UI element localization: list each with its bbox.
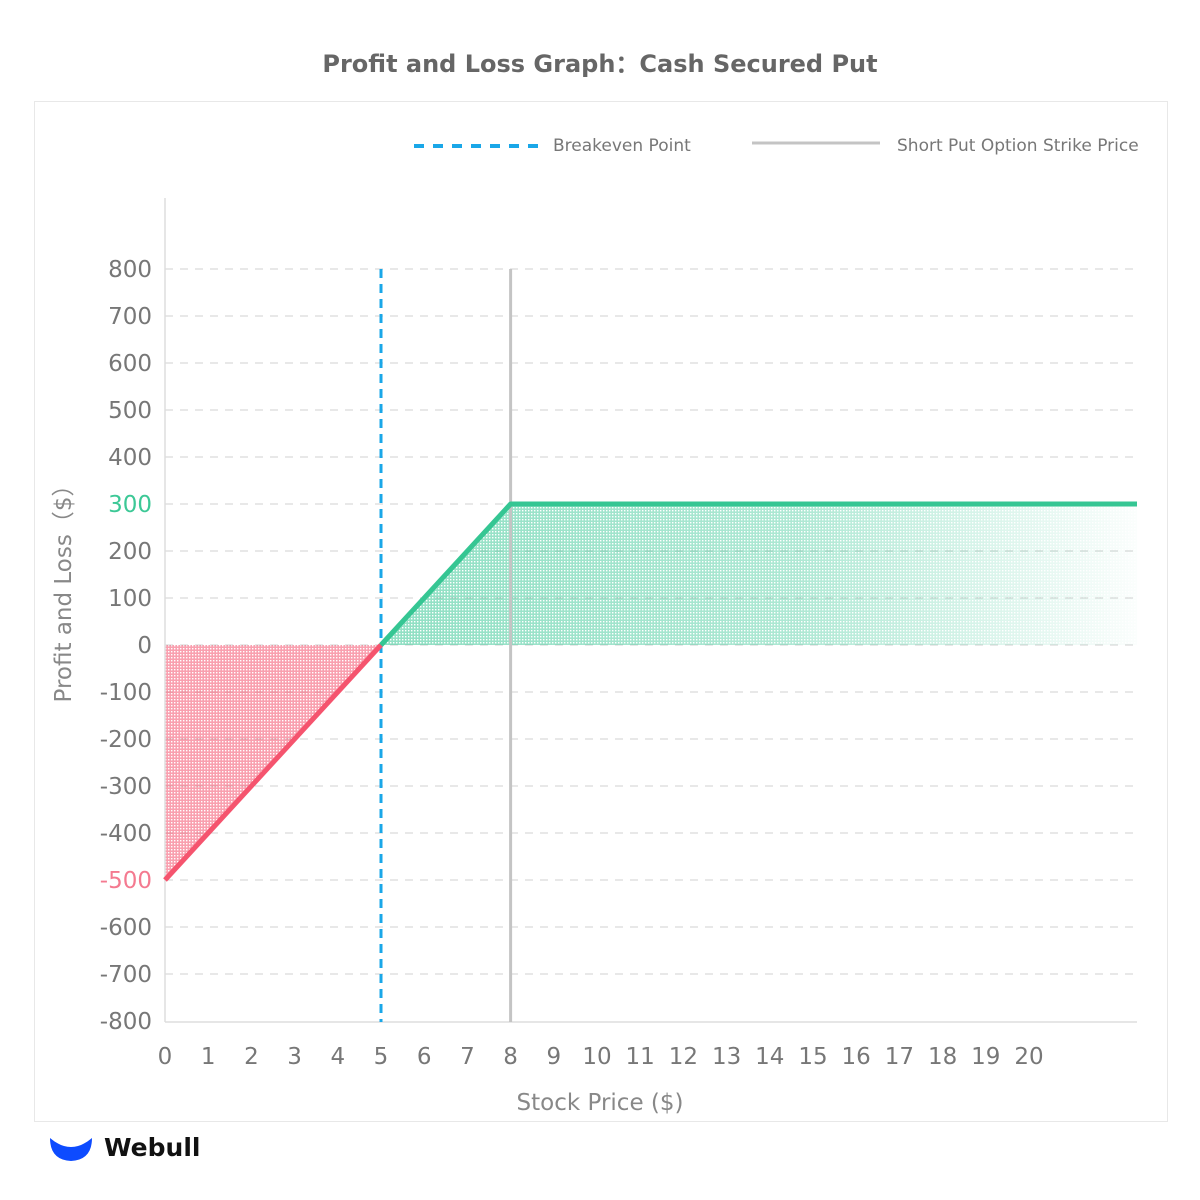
y-tick-label: 500 [108,398,152,424]
x-tick-label: 19 [971,1044,1000,1070]
profit-area [381,504,1137,645]
y-tick-label: -500 [100,868,152,894]
x-tick-label: 0 [158,1044,173,1070]
y-tick-label: 100 [108,586,152,612]
y-tick-label: 0 [137,633,152,659]
x-tick-label: 16 [842,1044,871,1070]
webull-logo-icon [50,1137,92,1161]
x-tick-label: 11 [626,1044,655,1070]
y-tick-label: -800 [100,1009,152,1035]
webull-logo: Webull [48,1133,200,1162]
y-tick-label: -200 [100,727,152,753]
x-tick-label: 6 [417,1044,432,1070]
x-tick-label: 8 [503,1044,518,1070]
x-tick-label: 5 [374,1044,389,1070]
x-tick-label: 18 [928,1044,957,1070]
profit-line [379,501,1137,647]
x-tick-label: 7 [460,1044,475,1070]
brand-name: Webull [104,1133,201,1162]
y-tick-label: 300 [108,492,152,518]
x-tick-label: 3 [287,1044,302,1070]
y-axis-label: Profit and Loss（$） [51,474,77,703]
legend-strike-label: Short Put Option Strike Price [897,136,1139,156]
x-tick-label: 15 [798,1044,827,1070]
x-tick-label: 14 [755,1044,784,1070]
x-tick-label: 10 [582,1044,611,1070]
x-tick-label: 9 [546,1044,561,1070]
y-tick-label: -300 [100,774,152,800]
y-tick-label: 600 [108,351,152,377]
x-tick-label: 1 [201,1044,216,1070]
x-axis-label: Stock Price ($) [517,1090,684,1116]
chart-frame [34,101,1168,1122]
x-tick-label: 12 [669,1044,698,1070]
x-tick-label: 20 [1014,1044,1043,1070]
y-tick-label: -600 [100,915,152,941]
y-tick-label: 800 [108,257,152,283]
y-tick-label: 700 [108,304,152,330]
y-tick-label: 400 [108,445,152,471]
x-tick-label: 17 [885,1044,914,1070]
y-tick-label: 200 [108,539,152,565]
x-tick-label: 13 [712,1044,741,1070]
loss-line [163,643,383,882]
chart-title: Profit and Loss Graph：Cash Secured Put [322,50,878,78]
y-tick-label: -700 [100,962,152,988]
y-tick-label: -400 [100,821,152,847]
legend-breakeven-label: Breakeven Point [553,136,691,156]
y-tick-label: -100 [100,680,152,706]
x-tick-label: 4 [330,1044,345,1070]
x-tick-label: 2 [244,1044,259,1070]
